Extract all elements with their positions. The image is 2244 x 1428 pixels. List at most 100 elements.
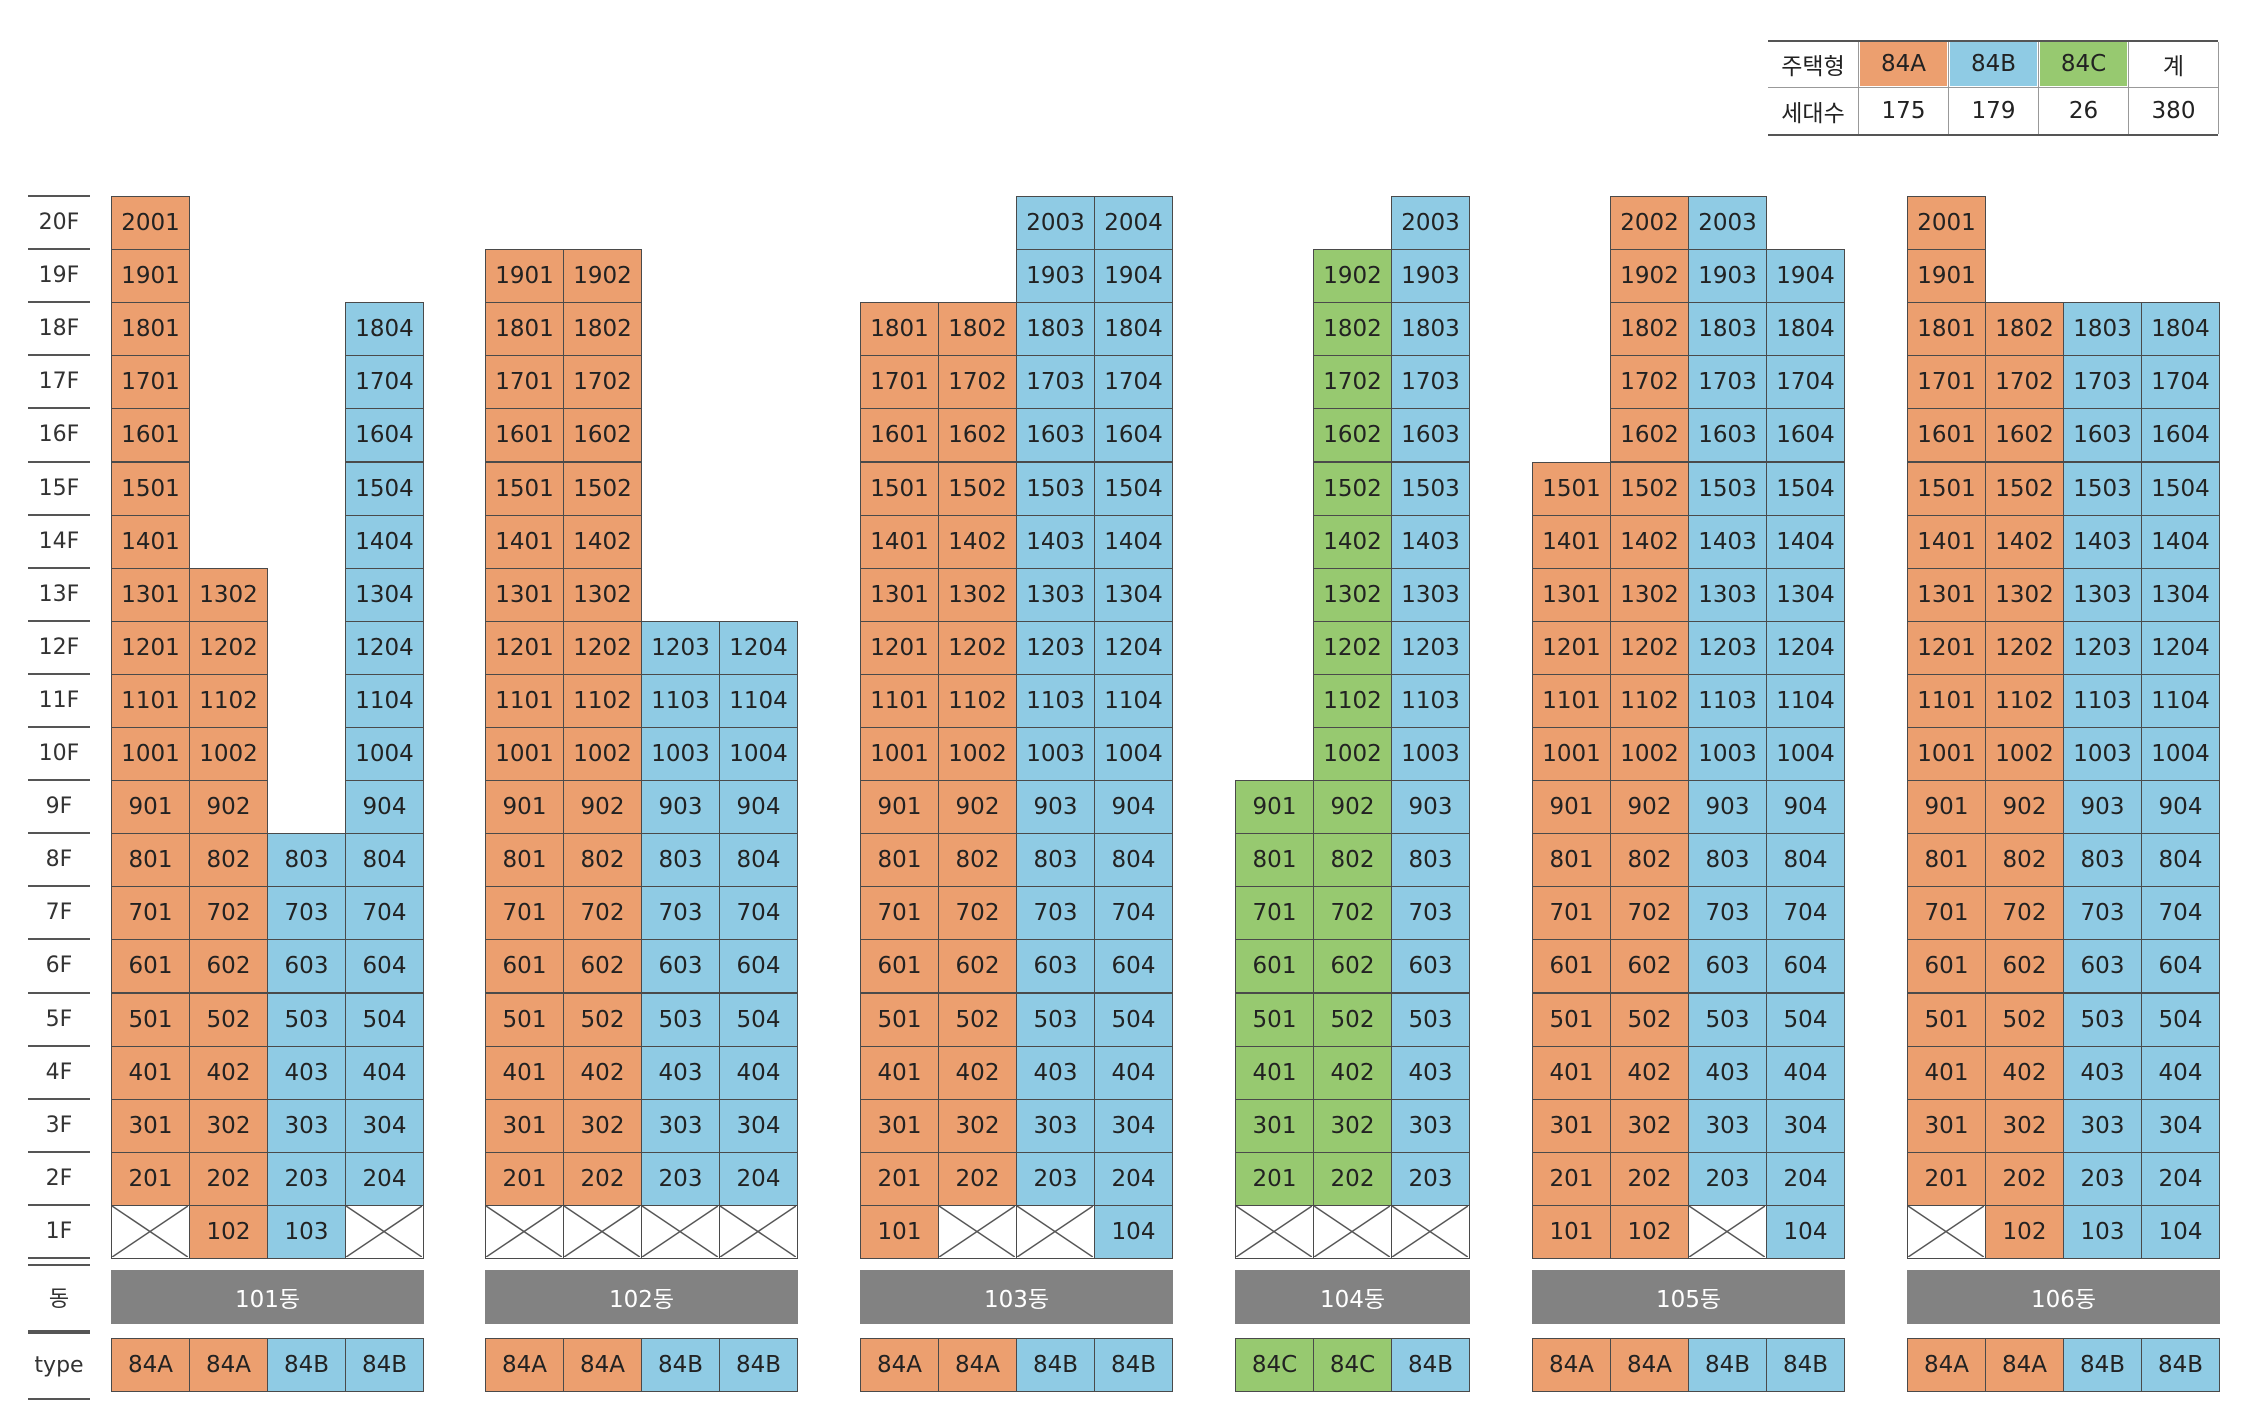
unit-cell: 1301 — [1907, 567, 1986, 622]
unit-cell: 202 — [563, 1151, 642, 1206]
unit-cell: 1103 — [2063, 673, 2142, 728]
floor-label: 3F — [45, 1112, 73, 1138]
unit-cell: 1501 — [1907, 461, 1986, 516]
unit-cell: 302 — [1985, 1098, 2064, 1153]
unit-cell: 503 — [1391, 992, 1470, 1047]
unit-cell: 903 — [1016, 780, 1095, 835]
unit-cell: 1001 — [485, 727, 564, 782]
unit-cell: 402 — [1985, 1045, 2064, 1100]
unit-cell: 1003 — [641, 727, 720, 782]
unit-cell: 203 — [1391, 1151, 1470, 1206]
unit-cell: 1802 — [938, 302, 1017, 357]
unit-cell: 2002 — [1610, 196, 1689, 251]
unit-cell: 202 — [1610, 1151, 1689, 1206]
unit-cell: 304 — [345, 1098, 424, 1153]
unit-cell: 1503 — [1016, 461, 1095, 516]
unit-cell: 202 — [189, 1151, 268, 1206]
unit-cell: 1004 — [1094, 727, 1173, 782]
unit-cell: 901 — [1532, 780, 1611, 835]
unit-cell: 1603 — [2063, 408, 2142, 463]
unit-cell: 803 — [2063, 833, 2142, 888]
floor-rule — [28, 301, 90, 304]
unit-cell: 1801 — [485, 302, 564, 357]
unit-cell: 1502 — [1610, 461, 1689, 516]
unit-cell: 1203 — [2063, 620, 2142, 675]
empty-unit-cross-icon — [1017, 1205, 1093, 1257]
unit-cell: 1004 — [2141, 727, 2220, 782]
unit-cell: 1004 — [1766, 727, 1845, 782]
unit-cell: 104 — [1766, 1204, 1845, 1259]
unit-cell: 1803 — [1688, 302, 1767, 357]
unit-cell: 1204 — [345, 620, 424, 675]
unit-cell: 802 — [1313, 833, 1392, 888]
column-type-cell: 84B — [1688, 1338, 1767, 1392]
floor-label: 18F — [38, 316, 80, 342]
unit-cell: 1604 — [1094, 408, 1173, 463]
unit-cell: 603 — [267, 939, 346, 994]
unit-cell: 404 — [1094, 1045, 1173, 1100]
unit-cell: 1304 — [1094, 567, 1173, 622]
unit-cell: 1901 — [485, 249, 564, 304]
unit-cell: 302 — [1313, 1098, 1392, 1153]
unit-cell: 304 — [1766, 1098, 1845, 1153]
unit-cell: 301 — [485, 1098, 564, 1153]
unit-cell: 803 — [1016, 833, 1095, 888]
unit-cell: 402 — [1313, 1045, 1392, 1100]
unit-cell: 1202 — [1610, 620, 1689, 675]
unit-cell: 1804 — [2141, 302, 2220, 357]
unit-cell: 303 — [267, 1098, 346, 1153]
unit-cell: 1203 — [1688, 620, 1767, 675]
unit-cell: 104 — [2141, 1204, 2220, 1259]
unit-cell: 801 — [860, 833, 939, 888]
unit-cell: 701 — [1235, 886, 1314, 941]
empty-unit-cell — [345, 1204, 424, 1259]
empty-unit-cell — [641, 1204, 720, 1259]
floor-label: 5F — [45, 1006, 73, 1032]
column-type-cell: 84B — [2141, 1338, 2220, 1392]
unit-cell: 1102 — [1313, 673, 1392, 728]
column-type-cell: 84A — [938, 1338, 1017, 1392]
floor-rule — [28, 1203, 90, 1206]
unit-cell: 1201 — [111, 620, 190, 675]
legend-rule — [1768, 134, 2218, 136]
unit-cell: 1801 — [860, 302, 939, 357]
unit-cell: 1102 — [938, 673, 1017, 728]
unit-cell: 1502 — [938, 461, 1017, 516]
unit-cell: 1201 — [860, 620, 939, 675]
unit-cell: 803 — [267, 833, 346, 888]
unit-cell: 301 — [860, 1098, 939, 1153]
unit-cell: 1401 — [111, 514, 190, 569]
unit-cell: 404 — [2141, 1045, 2220, 1100]
unit-cell: 1701 — [1907, 355, 1986, 410]
unit-cell: 303 — [1016, 1098, 1095, 1153]
unit-cell: 1601 — [860, 408, 939, 463]
floor-label: 4F — [45, 1059, 73, 1085]
floor-rule — [28, 1044, 90, 1047]
unit-cell: 1001 — [860, 727, 939, 782]
unit-cell: 1201 — [1532, 620, 1611, 675]
legend-count-84A: 175 — [1881, 98, 1926, 124]
unit-cell: 604 — [1094, 939, 1173, 994]
column-type-cell: 84B — [719, 1338, 798, 1392]
floor-label: 8F — [45, 847, 73, 873]
unit-cell: 601 — [485, 939, 564, 994]
empty-unit-cell — [1907, 1204, 1986, 1259]
unit-cell: 502 — [563, 992, 642, 1047]
legend-rule — [1768, 87, 2218, 88]
unit-cell: 1202 — [189, 620, 268, 675]
unit-cell: 1702 — [1985, 355, 2064, 410]
unit-cell: 603 — [1016, 939, 1095, 994]
unit-cell: 1804 — [345, 302, 424, 357]
legend-type-84B: 84B — [1950, 42, 2037, 86]
unit-cell: 702 — [1313, 886, 1392, 941]
unit-cell: 203 — [641, 1151, 720, 1206]
unit-cell: 504 — [2141, 992, 2220, 1047]
floor-label: 11F — [38, 687, 80, 713]
unit-cell: 404 — [1766, 1045, 1845, 1100]
floor-rule — [28, 779, 90, 782]
empty-unit-cell — [485, 1204, 564, 1259]
unit-cell: 901 — [111, 780, 190, 835]
unit-cell: 1702 — [1610, 355, 1689, 410]
unit-cell: 703 — [267, 886, 346, 941]
unit-cell: 1704 — [1094, 355, 1173, 410]
